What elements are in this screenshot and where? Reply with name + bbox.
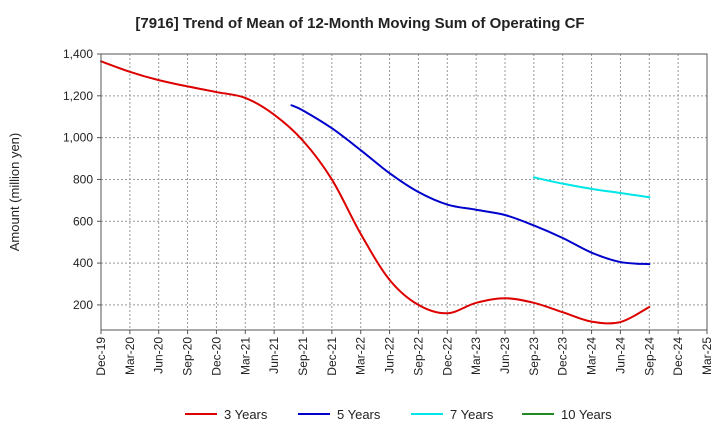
legend-label-5-years: 5 Years: [337, 407, 381, 422]
x-tick-label: Jun-21: [267, 337, 281, 374]
x-tick-label: Mar-21: [238, 337, 252, 375]
x-tick-label: Sep-21: [296, 337, 310, 376]
y-tick-label: 200: [73, 298, 93, 312]
y-axis-ticks: 200 400 600 800 1,000 1,200 1,400: [63, 47, 101, 312]
legend-label-10-years: 10 Years: [561, 407, 612, 422]
chart-title: [7916] Trend of Mean of 12-Month Moving …: [135, 15, 584, 32]
x-tick-label: Mar-25: [700, 337, 714, 375]
x-tick-label: Jun-23: [498, 337, 512, 374]
x-tick-label: Mar-20: [123, 337, 137, 375]
x-tick-label: Sep-24: [642, 337, 656, 376]
series-lines: [100, 60, 651, 325]
plot-area-frame: [100, 53, 708, 331]
x-tick-label: Jun-20: [152, 337, 166, 374]
x-tick-label: Dec-23: [556, 337, 570, 376]
y-tick-label: 600: [73, 214, 93, 228]
x-tick-label: Sep-22: [411, 337, 425, 376]
y-axis-title: Amount (million yen): [7, 133, 22, 252]
x-tick-label: Sep-23: [527, 337, 541, 376]
x-tick-label: Dec-21: [325, 337, 339, 376]
y-tick-label: 1,200: [63, 89, 93, 103]
x-tick-label: Dec-24: [671, 337, 685, 376]
x-tick-label: Dec-22: [440, 337, 454, 376]
legend-label-3-years: 3 Years: [224, 407, 268, 422]
series-line-7-years: [532, 176, 651, 199]
x-tick-label: Sep-20: [181, 337, 195, 376]
x-tick-label: Dec-19: [94, 337, 108, 376]
series-line-3-years: [100, 60, 651, 325]
x-tick-label: Jun-22: [383, 337, 397, 374]
x-tick-label: Mar-23: [469, 337, 483, 375]
x-tick-label: Mar-24: [585, 337, 599, 375]
x-tick-label: Jun-24: [613, 337, 627, 374]
legend-label-7-years: 7 Years: [450, 407, 494, 422]
y-tick-label: 400: [73, 256, 93, 270]
x-tick-label: Dec-20: [209, 337, 223, 376]
series-line-5-years: [290, 104, 651, 266]
x-axis-ticks: Dec-19 Mar-20 Jun-20 Sep-20 Dec-20 Mar-21 Jun-…: [94, 330, 714, 376]
y-tick-label: 1,000: [63, 131, 93, 145]
y-tick-label: 1,400: [63, 47, 93, 61]
x-tick-label: Mar-22: [354, 337, 368, 375]
legend: 3 Years 5 Years 7 Years 10 Years: [185, 407, 612, 422]
y-tick-label: 800: [73, 172, 93, 186]
